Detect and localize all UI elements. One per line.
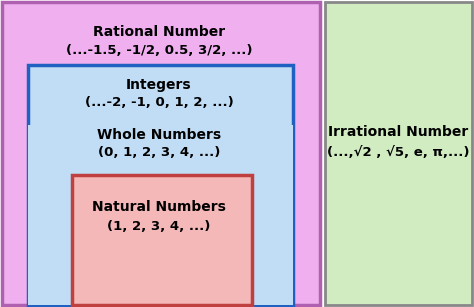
Text: (1, 2, 3, 4, ...): (1, 2, 3, 4, ...) — [107, 220, 210, 234]
Text: (...-2, -1, 0, 1, 2, ...): (...-2, -1, 0, 1, 2, ...) — [85, 96, 233, 110]
Text: Irrational Number: Irrational Number — [328, 125, 468, 139]
Text: (0, 1, 2, 3, 4, ...): (0, 1, 2, 3, 4, ...) — [98, 146, 220, 160]
Bar — [72, 175, 252, 305]
Text: Integers: Integers — [126, 78, 192, 92]
Bar — [28, 125, 293, 305]
Text: Natural Numbers: Natural Numbers — [92, 200, 226, 214]
Text: (...-1.5, -1/2, 0.5, 3/2, ...): (...-1.5, -1/2, 0.5, 3/2, ...) — [66, 44, 252, 56]
Text: Whole Numbers: Whole Numbers — [97, 128, 221, 142]
Bar — [2, 2, 320, 305]
Text: Rational Number: Rational Number — [93, 25, 225, 39]
Bar — [28, 65, 293, 305]
Text: (...,√2 , √5, e, π,...): (...,√2 , √5, e, π,...) — [327, 146, 469, 158]
Bar — [325, 2, 472, 305]
